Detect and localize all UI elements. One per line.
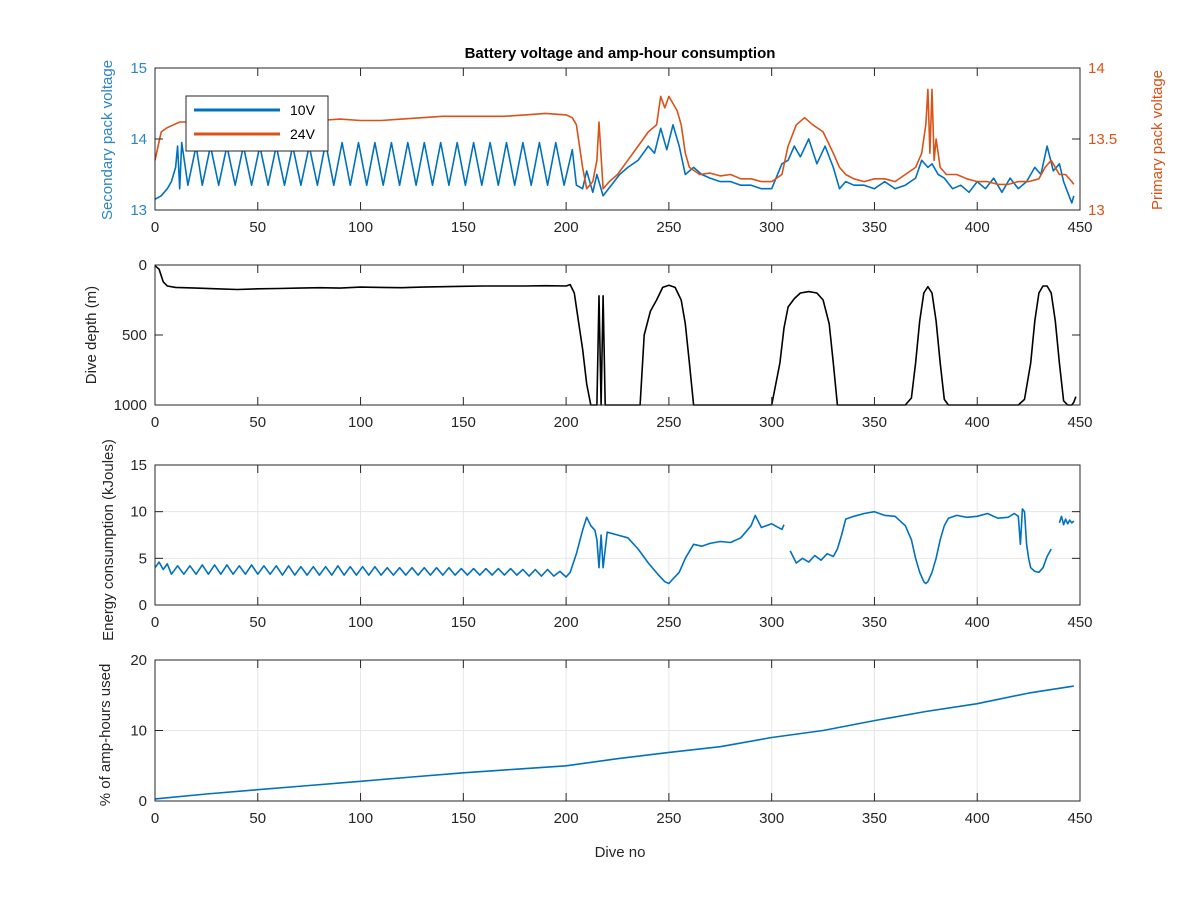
amphours-y-tick-label-2: 20 (130, 652, 147, 669)
depth-x-tick-label-2: 100 (348, 414, 373, 431)
depth-x-tick-label-7: 350 (862, 414, 887, 431)
amphours-series-line-0 (154, 685, 1074, 800)
energy-x-tick-label-9: 450 (1067, 614, 1092, 631)
depth-x-tick-label-0: 0 (151, 414, 159, 431)
voltage-y-tick-label-1: 14 (130, 131, 147, 148)
amphours-x-tick-label-6: 300 (759, 810, 784, 827)
voltage-y2-axis-label: Primary pack voltage (1149, 70, 1166, 210)
legend-box (185, 95, 329, 152)
x-axis-label: Dive no (595, 844, 646, 861)
amphours-y-axis-label: % of amp-hours used (97, 664, 114, 807)
voltage-series-layer (154, 88, 1075, 204)
amphours-x-ticks: 0 50 100 150 200 250 300 350 400 450 (151, 660, 1093, 827)
amphours-x-tick-label-4: 200 (554, 810, 579, 827)
energy-x-tick-label-8: 400 (965, 614, 990, 631)
amphours-x-tick-label-8: 400 (965, 810, 990, 827)
voltage-y2-tick-label-0: 13 (1088, 202, 1105, 219)
voltage-x-tick-label-2: 100 (348, 219, 373, 236)
depth-x-tick-label-9: 450 (1067, 414, 1092, 431)
legend: 10V 24V (185, 95, 329, 152)
depth-x-tick-label-3: 150 (451, 414, 476, 431)
voltage-y-axis-label: Secondary pack voltage (99, 60, 116, 220)
voltage-x-tick-label-4: 200 (554, 219, 579, 236)
voltage-y-ticks: 13 14 15 (130, 60, 163, 219)
voltage-x-tick-label-9: 450 (1067, 219, 1092, 236)
amphours-x-tick-label-5: 250 (656, 810, 681, 827)
energy-series-line-1 (789, 508, 1052, 585)
energy-y-tick-label-2: 10 (130, 504, 147, 521)
depth-x-tick-label-1: 50 (249, 414, 266, 431)
energy-x-tick-label-3: 150 (451, 614, 476, 631)
energy-axes-box (154, 464, 1081, 606)
legend-label-10v: 10V (290, 102, 316, 118)
amphours-x-tick-label-0: 0 (151, 810, 159, 827)
energy-x-tick-label-7: 350 (862, 614, 887, 631)
depth-panel: 0 50 100 150 200 250 300 350 400 450 0 500 1000 Div… (83, 257, 1093, 431)
voltage-x-tick-label-5: 250 (656, 219, 681, 236)
voltage-x-tick-label-0: 0 (151, 219, 159, 236)
depth-x-tick-label-8: 400 (965, 414, 990, 431)
energy-y-axis-label: Energy consumption (kJoules) (100, 439, 117, 641)
energy-x-tick-label-6: 300 (759, 614, 784, 631)
energy-y-tick-label-0: 0 (139, 597, 147, 614)
amphours-x-tick-label-3: 150 (451, 810, 476, 827)
energy-series-layer (154, 508, 1075, 585)
amphours-panel: 0 50 100 150 200 250 300 350 400 450 0 10 20 % of a… (97, 652, 1093, 861)
energy-y-tick-label-3: 15 (130, 457, 147, 474)
energy-series-line-2 (1058, 515, 1075, 526)
amphours-x-tick-label-9: 450 (1067, 810, 1092, 827)
voltage-y-tick-label-2: 15 (130, 60, 147, 77)
chart-title: Battery voltage and amp-hour consumption (465, 45, 776, 62)
amphours-x-tick-label-7: 350 (862, 810, 887, 827)
energy-x-tick-label-2: 100 (348, 614, 373, 631)
energy-x-ticks: 0 50 100 150 200 250 300 350 400 450 (151, 465, 1093, 631)
amphours-y-ticks: 0 10 20 (130, 652, 1080, 810)
amphours-x-tick-label-1: 50 (249, 810, 266, 827)
depth-y-ticks: 0 500 1000 (114, 257, 1080, 414)
voltage-series-line-1 (154, 88, 1075, 190)
energy-series-line-0 (154, 514, 785, 585)
voltage-y-tick-label-0: 13 (130, 202, 147, 219)
depth-y-tick-label-2: 1000 (114, 397, 147, 414)
depth-x-tick-label-5: 250 (656, 414, 681, 431)
depth-y-tick-label-0: 0 (139, 257, 147, 274)
voltage-series-line-0 (154, 124, 1075, 204)
amphours-y-tick-label-0: 0 (139, 793, 147, 810)
energy-y-ticks: 0 5 10 15 (130, 457, 1080, 614)
voltage-x-tick-label-6: 300 (759, 219, 784, 236)
depth-x-tick-label-6: 300 (759, 414, 784, 431)
voltage-panel: 0 50 100 150 200 250 300 350 400 450 13 14 15 13 13.… (99, 45, 1166, 236)
energy-y-tick-label-1: 5 (139, 550, 147, 567)
voltage-y2-ticks: 13 13.5 14 (1072, 60, 1117, 219)
amphours-y-tick-label-1: 10 (130, 723, 147, 740)
voltage-y2-tick-label-1: 13.5 (1088, 131, 1117, 148)
amphours-x-tick-label-2: 100 (348, 810, 373, 827)
legend-label-24v: 24V (290, 126, 316, 142)
energy-x-tick-label-1: 50 (249, 614, 266, 631)
energy-x-tick-label-4: 200 (554, 614, 579, 631)
voltage-x-tick-label-7: 350 (862, 219, 887, 236)
energy-panel: 0 50 100 150 200 250 300 350 400 450 0 5 10 15 Energ… (100, 439, 1093, 641)
voltage-x-ticks: 0 50 100 150 200 250 300 350 400 450 (151, 68, 1093, 236)
energy-x-tick-label-0: 0 (151, 614, 159, 631)
voltage-x-tick-label-8: 400 (965, 219, 990, 236)
depth-y-axis-label: Dive depth (m) (83, 286, 100, 384)
depth-x-tick-label-4: 200 (554, 414, 579, 431)
energy-x-tick-label-5: 250 (656, 614, 681, 631)
voltage-x-tick-label-1: 50 (249, 219, 266, 236)
depth-y-tick-label-1: 500 (122, 327, 147, 344)
voltage-x-tick-label-3: 150 (451, 219, 476, 236)
amphours-series-layer (154, 685, 1074, 800)
voltage-y2-tick-label-2: 14 (1088, 60, 1105, 77)
depth-x-ticks: 0 50 100 150 200 250 300 350 400 450 (151, 265, 1093, 431)
